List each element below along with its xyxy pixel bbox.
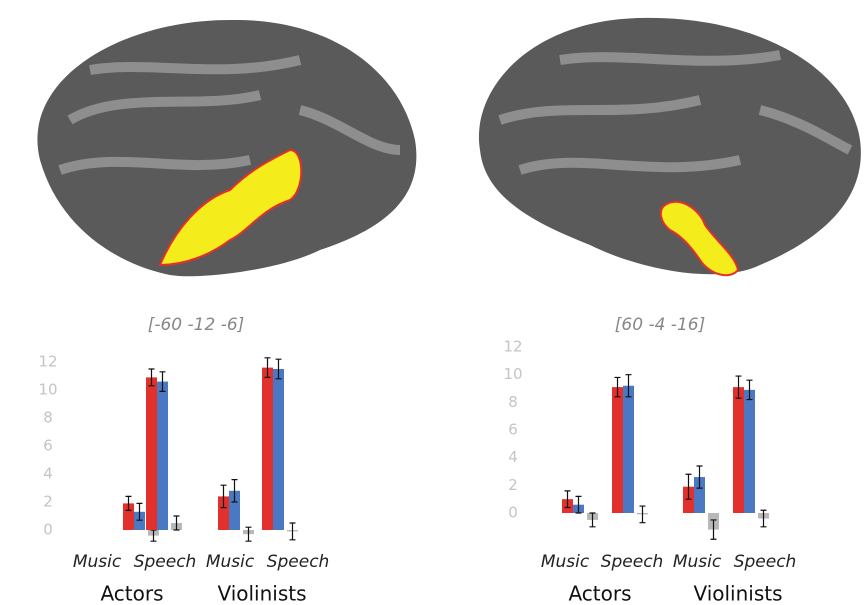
y-tick-label: 0 [43, 521, 53, 539]
group-label: Actors [568, 582, 631, 605]
x-tick-label: Speech [601, 552, 664, 572]
y-tick-label: 4 [508, 448, 518, 466]
x-tick-label: Speech [734, 552, 797, 572]
bar [744, 390, 755, 513]
chart-title: [60 -4 -16] [615, 315, 705, 335]
y-tick-label: 6 [508, 421, 518, 439]
y-tick-label: 2 [43, 493, 53, 511]
bar [612, 387, 623, 513]
bar [157, 382, 168, 530]
x-tick-label: Speech [134, 552, 197, 572]
figure: [-60 -12 -6] 0 2 4 6 8 10 12 Music Speech Music Spe… [0, 0, 867, 605]
y-tick-label: 12 [38, 353, 57, 371]
x-tick-label: Speech [267, 552, 330, 572]
bar [262, 368, 273, 530]
left-brain [37, 20, 416, 276]
y-tick-label: 10 [38, 381, 57, 399]
x-tick-label: Music [673, 552, 722, 572]
bar [623, 386, 634, 513]
y-tick-label: 6 [43, 437, 53, 455]
bar [273, 369, 284, 530]
group-label: Violinists [693, 582, 782, 605]
y-tick-label: 4 [43, 465, 53, 483]
y-tick-label: 8 [508, 393, 518, 411]
group-label: Actors [100, 582, 163, 605]
y-tick-label: 2 [508, 476, 518, 494]
x-tick-label: Music [206, 552, 255, 572]
x-tick-label: Music [541, 552, 590, 572]
y-tick-label: 8 [43, 409, 53, 427]
chart-title: [-60 -12 -6] [148, 315, 245, 335]
x-tick-label: Music [73, 552, 122, 572]
right-brain [479, 18, 861, 275]
bar [146, 377, 157, 530]
y-tick-label: 12 [503, 338, 522, 356]
y-tick-label: 0 [508, 504, 518, 522]
bar [733, 387, 744, 513]
group-label: Violinists [217, 582, 306, 605]
y-tick-label: 10 [503, 365, 522, 383]
